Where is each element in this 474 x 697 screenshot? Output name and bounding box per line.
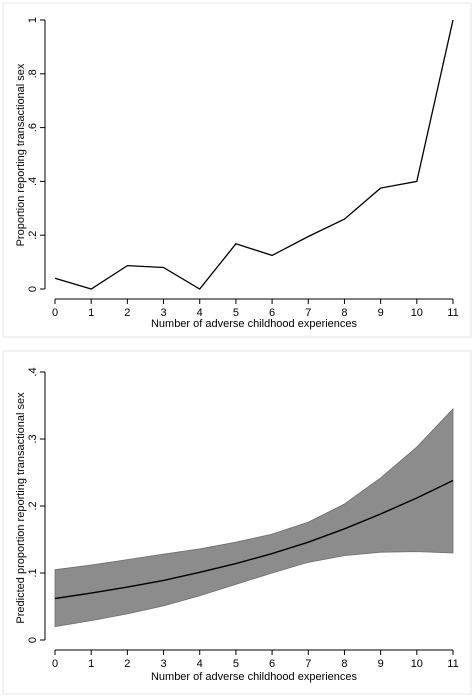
x-tick-label: 6	[269, 307, 275, 319]
y-axis-title: Proportion reporting transactional sex	[15, 63, 27, 246]
y-tick-label: .4	[27, 367, 39, 376]
x-tick-label: 10	[411, 307, 423, 319]
x-tick-label: 4	[197, 658, 203, 670]
y-tick-label: .2	[27, 231, 39, 240]
y-tick-label: .4	[27, 177, 39, 186]
y-tick-label: .2	[27, 501, 39, 510]
x-tick-label: 7	[305, 658, 311, 670]
chart-predicted: 0 .1 .2 .3 .4 0 1 2 3 4 5 6 7 8 9 10 11 Number of adver…	[2, 350, 472, 695]
x-tick-label: 5	[233, 658, 239, 670]
y-tick-label: .8	[27, 69, 39, 78]
y-axis: 0 .2 .4 .6 .8 1	[27, 17, 46, 292]
x-tick-label: 6	[269, 658, 275, 670]
y-tick-label: 0	[27, 637, 39, 643]
y-tick-label: .3	[27, 434, 39, 443]
x-tick-label: 8	[341, 307, 347, 319]
x-tick-label: 1	[88, 658, 94, 670]
plot-background	[2, 350, 472, 695]
chart-panel-proportion: 0 .2 .4 .6 .8 1 0 1 2 3 4 5 6 7 8 9 10 11 Number of adve…	[0, 0, 474, 340]
x-axis: 0 1 2 3 4 5 6 7 8 9 10 11	[52, 649, 459, 670]
confidence-band	[54, 407, 454, 628]
y-axis-title: Predicted proportion reporting transacti…	[15, 392, 27, 624]
x-tick-label: 3	[160, 307, 166, 319]
x-tick-label: 3	[160, 658, 166, 670]
chart-panel-predicted: 0 .1 .2 .3 .4 0 1 2 3 4 5 6 7 8 9 10 11 Number of adver…	[0, 348, 474, 697]
y-tick-label: .6	[27, 123, 39, 132]
y-tick-label: .1	[27, 568, 39, 577]
plot-background	[2, 2, 472, 338]
x-axis-title: Number of adverse childhood experiences	[151, 671, 358, 683]
x-tick-label: 4	[197, 307, 203, 319]
x-tick-label: 5	[233, 307, 239, 319]
x-tick-label: 11	[447, 307, 458, 319]
x-tick-label: 0	[52, 658, 58, 670]
x-axis-title: Number of adverse childhood experiences	[151, 318, 358, 330]
x-tick-label: 0	[52, 307, 58, 319]
x-tick-label: 2	[124, 658, 130, 670]
x-tick-label: 8	[341, 658, 347, 670]
y-tick-label: 1	[27, 17, 39, 23]
y-tick-label: 0	[27, 286, 39, 292]
x-axis: 0 1 2 3 4 5 6 7 8 9 10 11	[52, 298, 459, 319]
x-tick-label: 7	[305, 307, 311, 319]
series-line	[54, 19, 454, 290]
x-tick-label: 9	[378, 658, 384, 670]
x-tick-label: 2	[124, 307, 130, 319]
fitted-line	[54, 479, 454, 600]
x-tick-label: 9	[378, 307, 384, 319]
x-tick-label: 1	[88, 307, 94, 319]
x-tick-label: 11	[447, 658, 458, 670]
x-tick-label: 10	[411, 658, 423, 670]
chart-marks	[54, 19, 454, 290]
chart-marks	[54, 407, 454, 628]
y-axis: 0 .1 .2 .3 .4	[27, 367, 46, 643]
chart-proportion: 0 .2 .4 .6 .8 1 0 1 2 3 4 5 6 7 8 9 10 11 Number of adve…	[2, 2, 472, 338]
